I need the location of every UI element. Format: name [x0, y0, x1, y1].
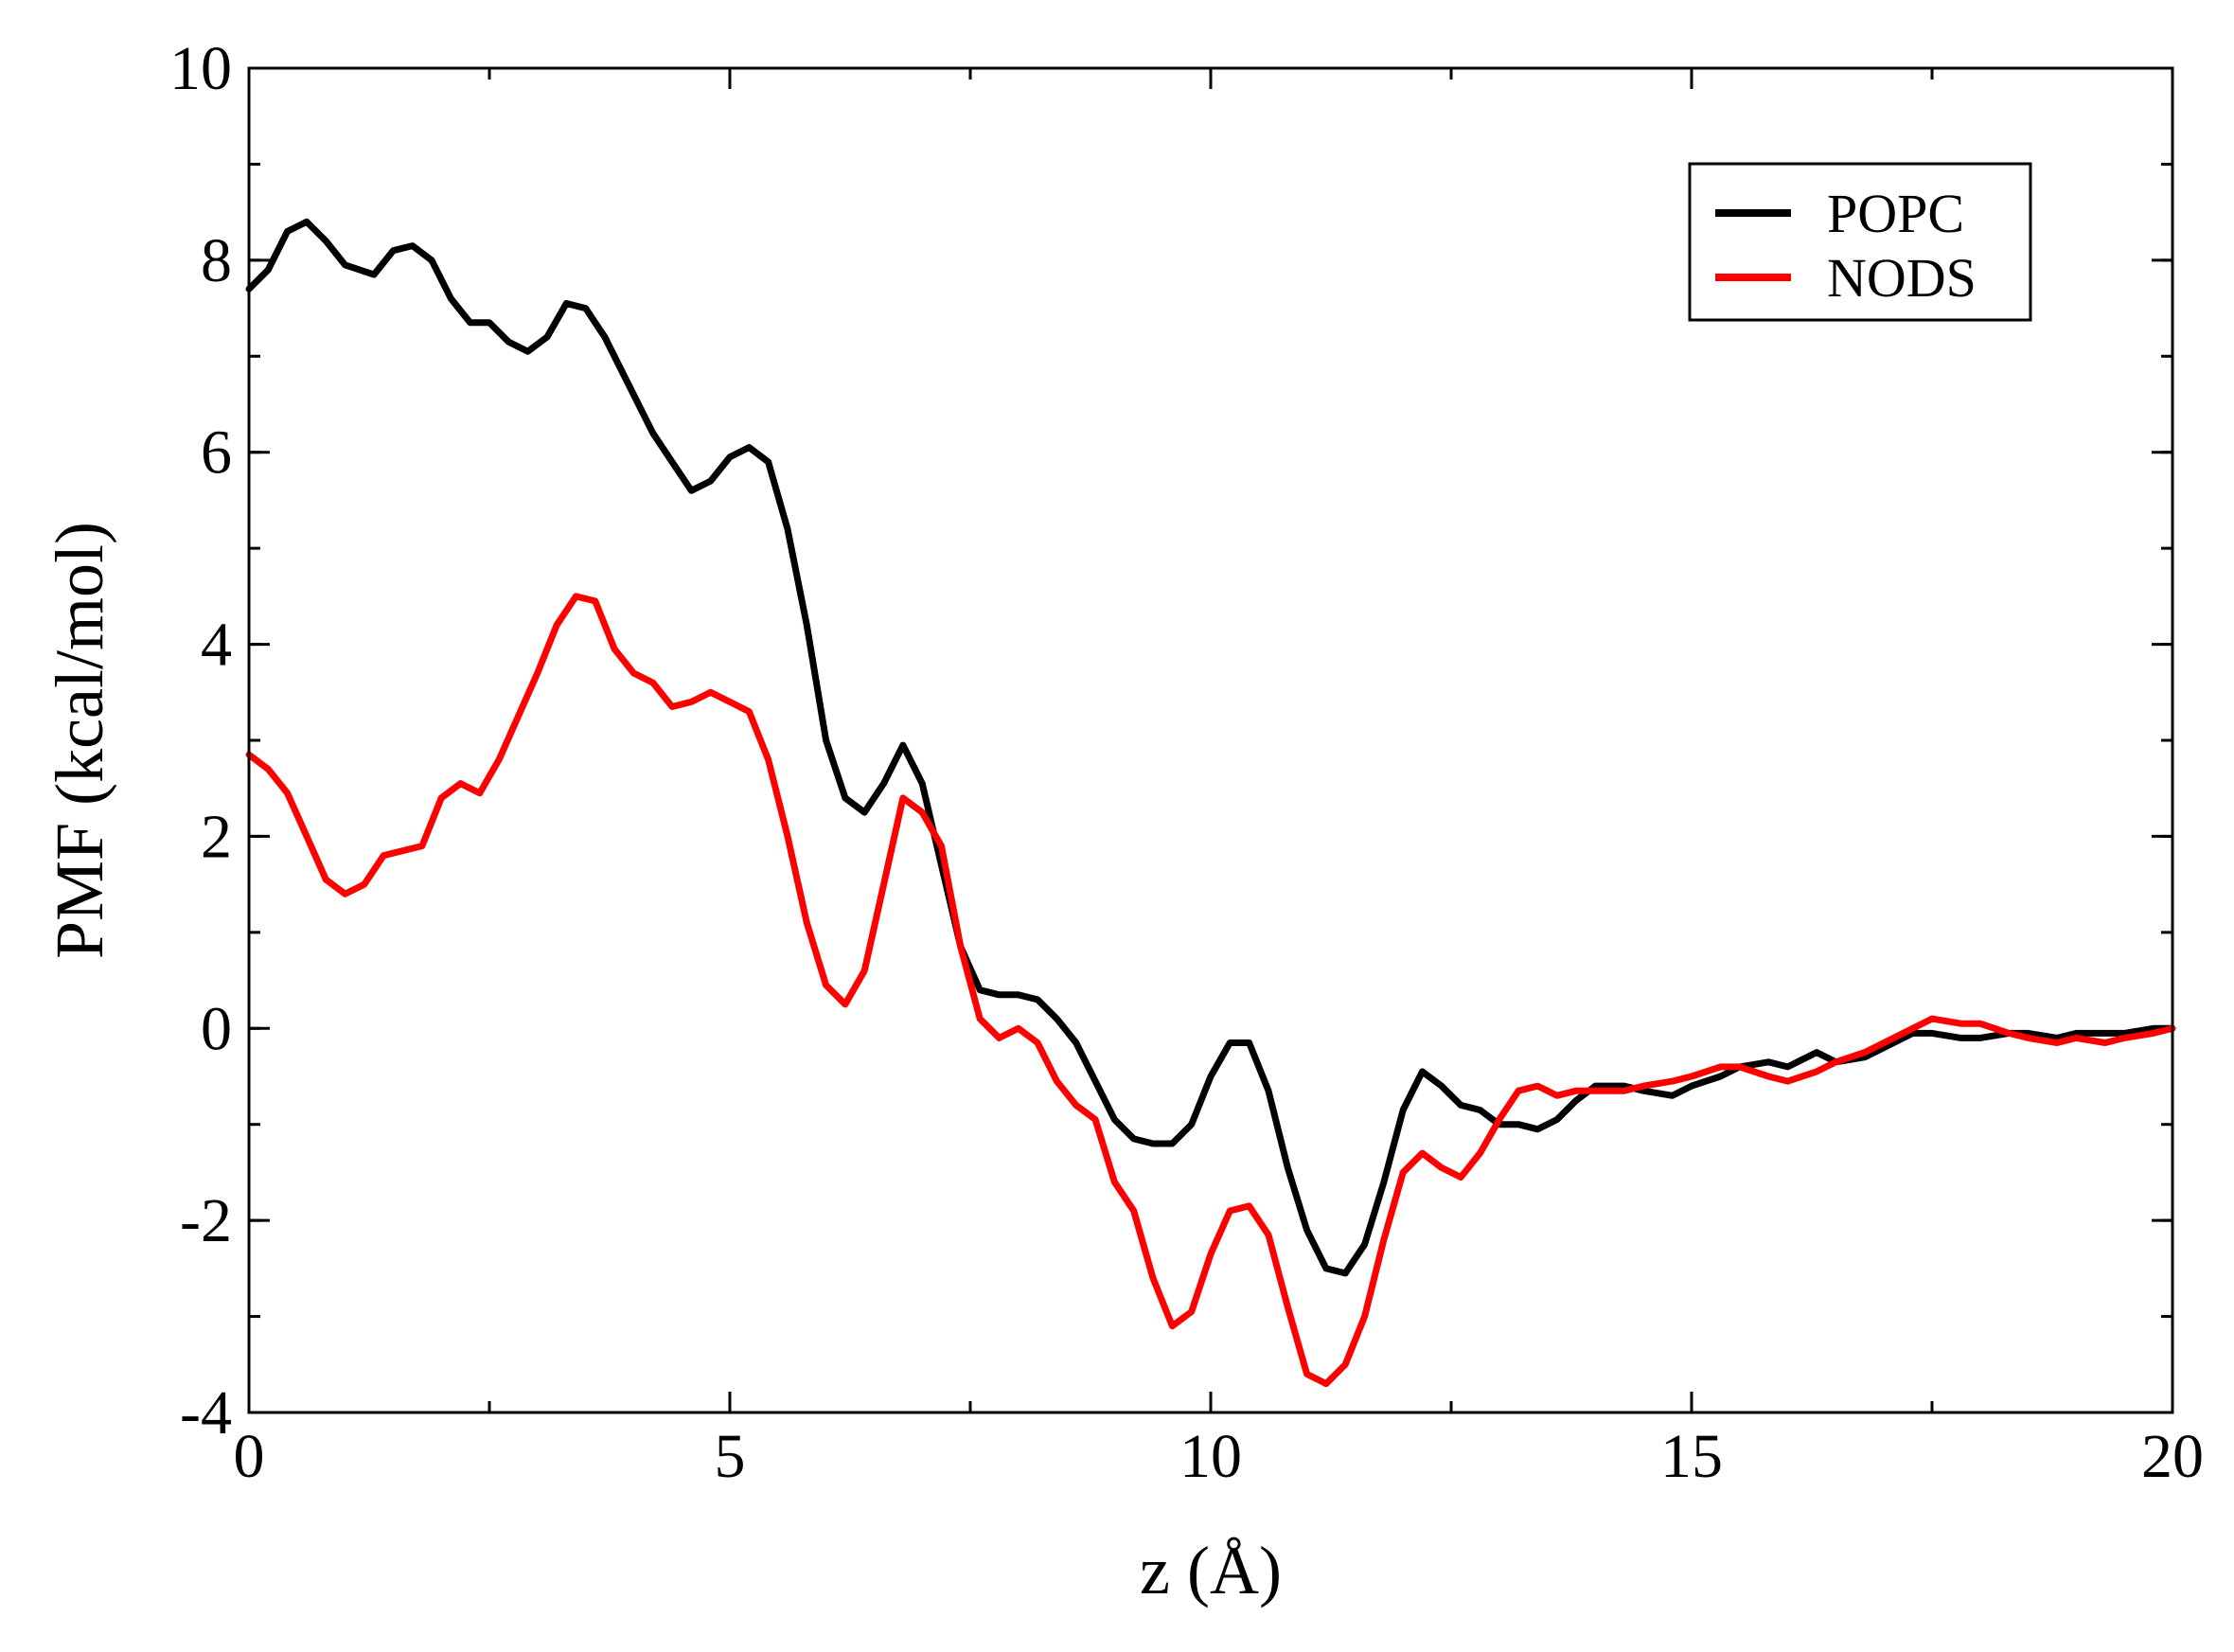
y-tick-label: 0	[201, 994, 232, 1063]
x-axis-title: z (Å)	[1140, 1533, 1282, 1608]
x-tick-label: 20	[2141, 1422, 2204, 1491]
legend-label-nods: NODS	[1827, 247, 1977, 309]
y-tick-label: 10	[169, 34, 232, 103]
x-tick-label: 0	[234, 1422, 265, 1491]
y-axis-title: PMF (kcal/mol)	[42, 522, 117, 959]
legend-box	[1688, 162, 2032, 322]
x-tick-label: 15	[1660, 1422, 1723, 1491]
plot-frame	[247, 66, 2174, 1414]
legend: POPC NODS	[1688, 162, 2032, 322]
y-tick-label: 6	[201, 418, 232, 488]
x-tick-label: 10	[1179, 1422, 1242, 1491]
y-tick-label: -4	[180, 1378, 232, 1448]
series-layer	[245, 218, 2176, 1388]
y-tick-label: 2	[201, 802, 232, 871]
y-tick-label: 4	[201, 611, 232, 680]
series-line-nods	[245, 593, 2176, 1388]
y-tick-label: -2	[180, 1186, 232, 1255]
series-line-popc	[245, 218, 2176, 1277]
x-tick-label: 5	[715, 1422, 746, 1491]
tick-labels: 0 5 10 15 20 -4 -2 0 2 4 6 8 10	[169, 34, 2204, 1491]
legend-label-popc: POPC	[1827, 183, 1964, 244]
y-tick-label: 8	[201, 226, 232, 295]
